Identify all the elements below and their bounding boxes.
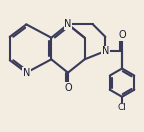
Text: Cl: Cl xyxy=(118,103,126,112)
Text: N: N xyxy=(102,46,109,56)
Text: O: O xyxy=(64,83,72,93)
Text: N: N xyxy=(23,68,30,78)
Text: N: N xyxy=(64,19,72,29)
Text: O: O xyxy=(118,30,126,40)
